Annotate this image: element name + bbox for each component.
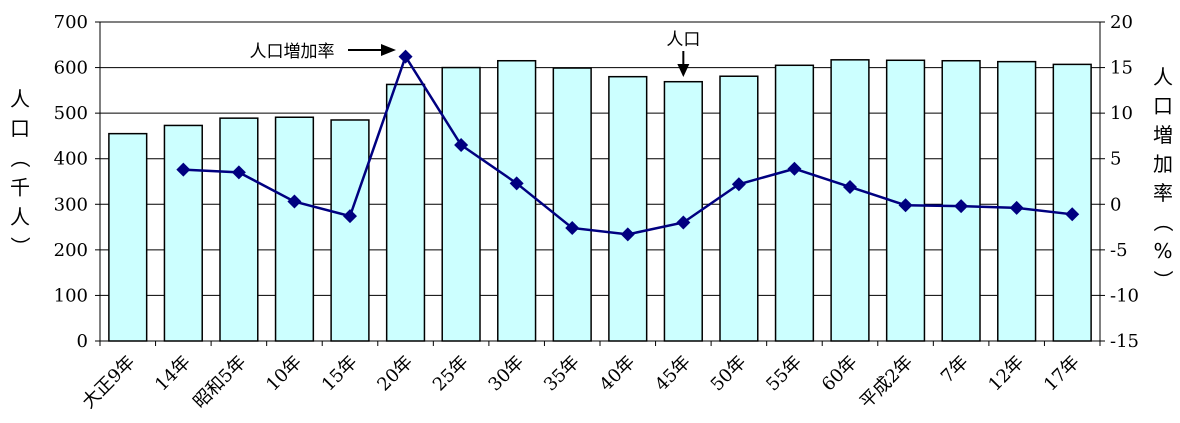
population-bar [1052, 63, 1092, 342]
axis-label-char: % [1153, 239, 1172, 263]
left-tick-label: 500 [54, 103, 88, 124]
annotation-arrow-head [677, 64, 690, 77]
axis-label-char: ） [8, 237, 32, 257]
axis-label-char: 人 [1153, 65, 1173, 89]
x-tick-label: 35年 [540, 352, 584, 396]
right-tick-label: 10 [1110, 103, 1133, 124]
growth-rate-marker [954, 199, 969, 214]
left-tick-label: 300 [54, 194, 88, 215]
x-tick-label: 60年 [818, 352, 862, 396]
axis-labels: 人口（千人）人口増加率（%） [8, 65, 1175, 290]
population-bar [719, 75, 759, 342]
growth-rate-marker [731, 177, 746, 192]
x-tick-label: 平成2年 [856, 352, 917, 413]
growth-rate-marker [287, 194, 302, 209]
axes [95, 21, 1105, 346]
growth-rate-marker [676, 215, 691, 230]
growth-rate-marker [398, 49, 413, 64]
left-tick-label: 400 [54, 149, 88, 170]
right-axis-label: 人口増加率 （% ） [1151, 65, 1175, 290]
axis-label-char: 増 [1153, 123, 1173, 147]
axis-label-char: 人 [10, 205, 30, 229]
growth-rate-marker [620, 227, 635, 242]
annotation-growth-rate-label: 人口増加率 [250, 42, 335, 62]
x-tick-label: 50年 [707, 352, 751, 396]
population-bar [774, 64, 815, 342]
left-tick-label: 200 [54, 240, 88, 261]
left-tick-label: 0 [77, 331, 88, 352]
axis-label-char: 人 [10, 87, 30, 111]
growth-rate-marker [509, 176, 524, 191]
growth-rate-marker [1009, 200, 1024, 215]
x-tick-label: 12年 [984, 352, 1028, 396]
axis-label-char: 千 [10, 176, 30, 200]
left-axis-label: 人口（千人） [8, 87, 32, 257]
population-bar [108, 132, 148, 342]
axis-label-char: （ [8, 148, 32, 168]
right-tick-label: 20 [1110, 12, 1133, 33]
axis-label-char: 口 [1153, 94, 1173, 118]
left-tick-label: 600 [54, 58, 88, 79]
population-bar [497, 59, 537, 342]
annotation-arrow-head [381, 44, 396, 56]
growth-rate-marker [843, 179, 857, 194]
right-tick-label: 15 [1110, 58, 1133, 79]
population-bar [830, 59, 870, 342]
population-bar [219, 117, 259, 342]
population-bar [552, 67, 592, 342]
right-tick-label: 0 [1110, 194, 1121, 215]
growth-rate-marker [1065, 207, 1080, 222]
axis-label-char: （ [1151, 212, 1175, 232]
x-tick-label: 45年 [651, 352, 695, 396]
x-tick-label: 大正9年 [78, 352, 139, 413]
left-axis-ticks: 0 100 200 300 400 500 600 700 [54, 12, 88, 352]
axis-label-char: 率 [1153, 181, 1173, 205]
population-bar [608, 75, 648, 342]
growth-rate-marker [565, 220, 580, 235]
annotations: 人口増加率 人口 [250, 30, 700, 77]
population-bar [274, 116, 315, 342]
x-tick-label: 昭和5年 [189, 352, 250, 413]
growth-rate-marker [787, 161, 802, 176]
x-tick-label: 7年 [937, 352, 973, 388]
left-tick-label: 100 [54, 285, 88, 306]
population-bar [163, 124, 203, 342]
right-tick-label: -10 [1110, 285, 1139, 306]
right-axis-ticks: -15 -10 -5 0 5 10 15 20 [1110, 12, 1139, 352]
growth-rate-marker [898, 198, 913, 213]
growth-rate-marker [343, 209, 357, 224]
x-tick-label: 15年 [318, 352, 362, 396]
population-bar [330, 119, 370, 342]
x-tick-label: 20年 [373, 352, 417, 396]
axis-label-char: 口 [10, 117, 30, 141]
right-tick-label: 5 [1110, 149, 1121, 170]
axis-label-char: ） [1151, 270, 1175, 290]
axis-label-char: 加 [1153, 152, 1173, 176]
x-tick-label: 55年 [762, 352, 806, 396]
growth-rate-line [176, 49, 1080, 242]
population-bar [663, 80, 703, 342]
x-tick-label: 40年 [596, 352, 640, 396]
x-tick-label: 25年 [429, 352, 473, 396]
population-bar [441, 66, 481, 342]
left-tick-label: 700 [54, 12, 88, 33]
population-bars [108, 59, 1092, 342]
right-tick-label: -5 [1110, 240, 1128, 261]
x-tick-label: 30年 [484, 352, 528, 396]
population-bar [385, 83, 426, 342]
x-tick-label: 10年 [262, 352, 306, 396]
x-tick-label: 17年 [1040, 352, 1084, 396]
growth-rate-marker [176, 162, 191, 177]
x-tick-label: 14年 [151, 352, 195, 396]
annotation-population-label: 人口 [666, 30, 700, 50]
right-tick-label: -15 [1110, 331, 1139, 352]
growth-rate-marker [454, 138, 469, 153]
growth-rate-marker [231, 165, 246, 180]
